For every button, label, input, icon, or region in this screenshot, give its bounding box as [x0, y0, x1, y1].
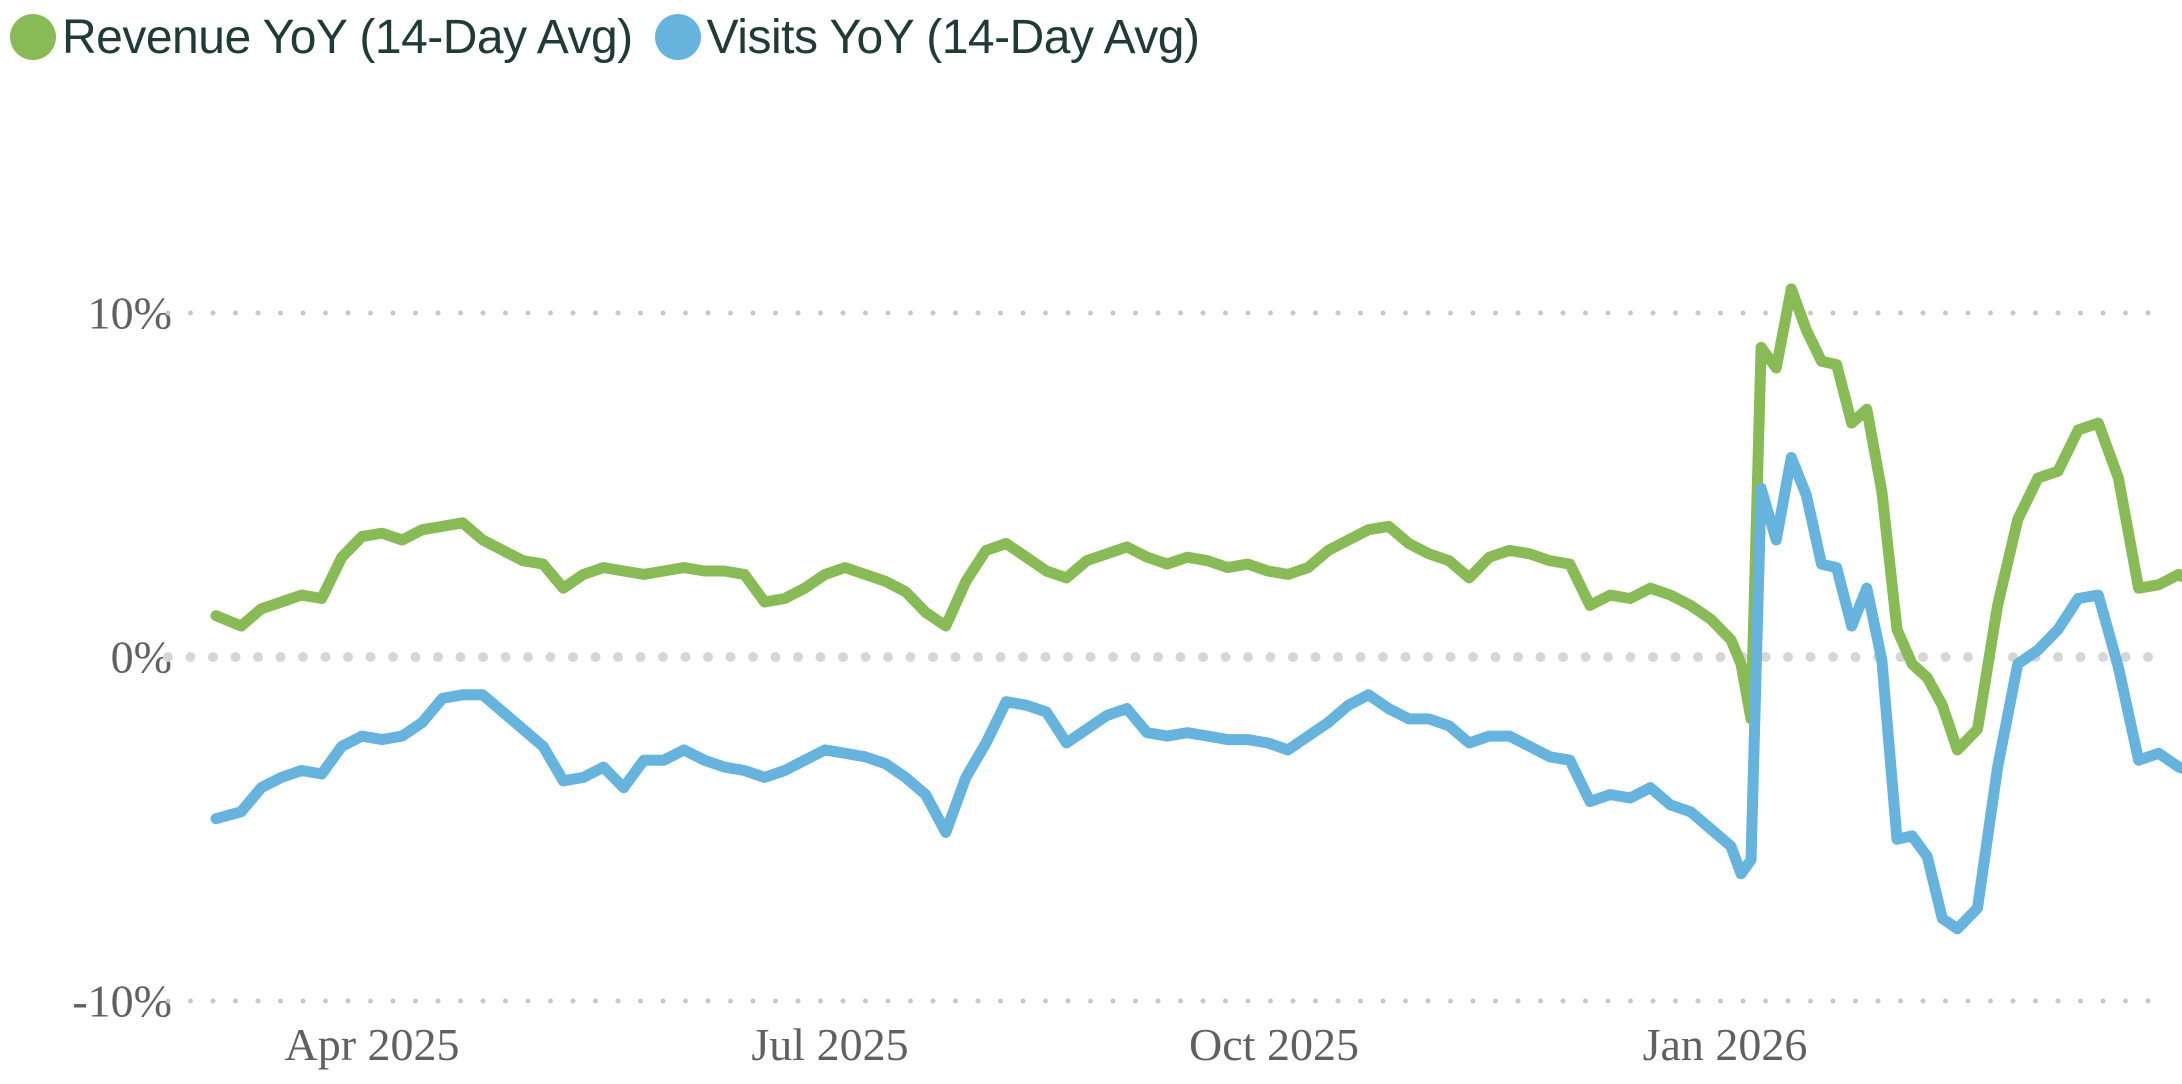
legend-item-revenue[interactable]: Revenue YoY (14-Day Avg) — [10, 10, 633, 65]
chart-legend: Revenue YoY (14-Day Avg) Visits YoY (14-… — [10, 4, 1221, 70]
x-tick-label-jul-2025: Jul 2025 — [751, 1019, 909, 1070]
y-tick-label-0: 0% — [110, 631, 172, 683]
x-tick-label-jan-2026: Jan 2026 — [1642, 1019, 1808, 1070]
visits-series-line[interactable] — [210, 452, 2182, 935]
series-lines — [210, 283, 2182, 935]
x-tick-label-oct-2025: Oct 2025 — [1189, 1019, 1359, 1070]
gridlines — [163, 310, 2165, 1004]
revenue-series-line[interactable] — [210, 283, 2182, 756]
x-tick-label-apr-2025: Apr 2025 — [284, 1019, 460, 1070]
y-tick-label-neg10: -10% — [72, 975, 172, 1027]
visits-dot-icon — [654, 14, 701, 60]
legend-label-visits: Visits YoY (14-Day Avg) — [706, 10, 1200, 64]
revenue-dot-icon — [10, 14, 56, 60]
legend-label-revenue: Revenue YoY (14-Day Avg) — [62, 10, 633, 64]
y-tick-label-10: 10% — [87, 287, 172, 339]
legend-item-visits[interactable]: Visits YoY (14-Day Avg) — [654, 10, 1200, 65]
